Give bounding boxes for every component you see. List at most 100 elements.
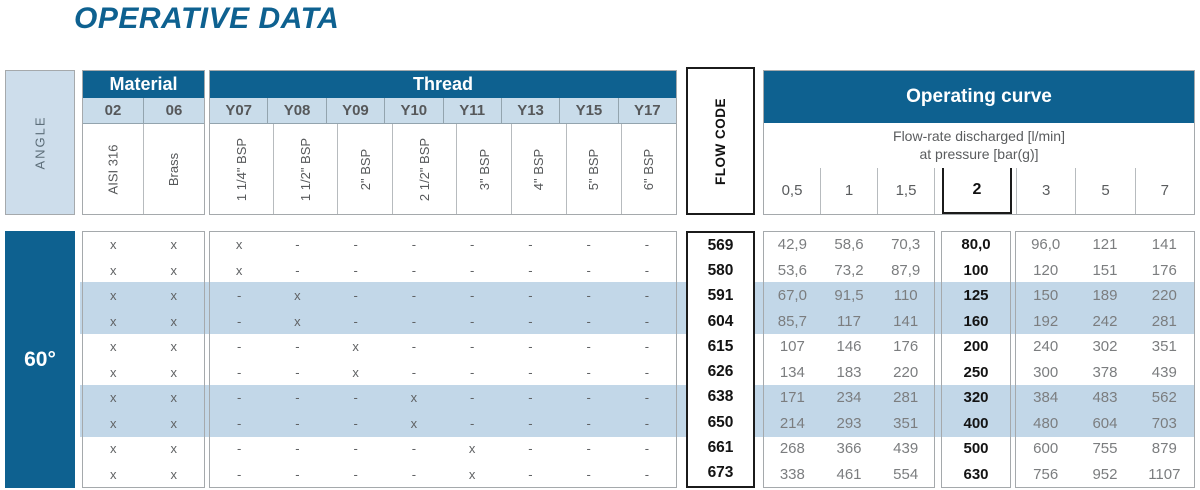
thread-mark: - [236, 415, 242, 431]
angle-value-block: 60° [5, 231, 75, 488]
material-mark: x [110, 364, 117, 380]
flow-value-cell: 755 [1092, 440, 1118, 458]
flow-code-cell: 591 [707, 287, 734, 305]
material-code-06: 06 [143, 98, 204, 123]
flow-value-cell: 91,5 [834, 287, 864, 305]
row-stripe [80, 308, 1195, 334]
material-mark: x [110, 390, 117, 406]
flow-code-cell: 638 [707, 388, 734, 406]
thread-mark: - [528, 390, 533, 406]
subtitle-line1: Flow-rate discharged [l/min] [893, 127, 1065, 144]
flow-values-high-box: 96,0 121 141 120 151 176 150 189 220 192 242 281 240… [1015, 231, 1195, 488]
pressure-3: 3 [1041, 182, 1051, 200]
thread-mark: x [352, 339, 359, 355]
thread-mark: - [586, 262, 591, 278]
thread-mark: - [586, 339, 591, 355]
row-stripe [80, 282, 1195, 309]
flow-value-2bar-cell: 80,0 [961, 236, 991, 254]
flow-value-cell: 141 [893, 312, 919, 330]
thread-name-Y17: 6" BSP [621, 124, 676, 214]
flow-value-cell: 183 [836, 363, 862, 381]
thread-mark: - [469, 288, 475, 304]
thread-mark: - [528, 441, 533, 457]
angle-header-box: ANGLE [5, 70, 75, 215]
angle-header-label: ANGLE [32, 115, 48, 170]
thread-code-Y13: Y13 [500, 98, 560, 123]
material-mark: x [170, 313, 178, 329]
flow-value-cell: 439 [1151, 363, 1177, 381]
thread-mark: - [236, 288, 242, 304]
pressure-7: 7 [1134, 167, 1194, 214]
flow-code-cell: 661 [707, 439, 734, 457]
flow-value-cell: 42,9 [777, 236, 807, 254]
flow-code-cell: 569 [707, 236, 734, 254]
thread-mark: - [295, 390, 300, 406]
thread-mark: - [353, 466, 358, 482]
thread-row: x------- [210, 232, 676, 258]
flow-values-low-row: 42,9 58,6 70,3 [764, 232, 934, 258]
thread-mark: x [410, 415, 418, 431]
flow-values-low-row: 85,7 117 141 [764, 309, 934, 335]
thread-name-Y10: 2 1/2" BSP [392, 124, 457, 214]
thread-mark: - [586, 466, 591, 482]
thread-mark: - [469, 237, 475, 253]
material-mark: x [170, 237, 178, 253]
thread-mark: - [411, 288, 417, 304]
thread-mark: - [644, 313, 650, 329]
flow-value-cell: 234 [836, 389, 862, 407]
flow-values-high-row: 96,0 121 141 [1016, 232, 1194, 258]
thread-mark: - [353, 262, 358, 278]
material-mark: x [170, 339, 178, 355]
thread-mark: - [236, 466, 242, 482]
material-mark: x [110, 466, 117, 482]
thread-mark: - [295, 466, 300, 482]
flow-value-cell: 220 [1151, 287, 1177, 305]
material-mark: x [110, 441, 117, 457]
thread-mark: - [411, 313, 417, 329]
thread-mark: - [528, 313, 533, 329]
flow-code-cell: 650 [707, 413, 734, 431]
flow-value-cell: 220 [893, 363, 919, 381]
flow-code-cell: 673 [707, 464, 734, 482]
flow-values-low-box: 42,9 58,6 70,3 53,6 73,2 87,9 67,0 91,5 110 85,7 1… [763, 231, 935, 488]
flow-values-high-row: 192 242 281 [1016, 309, 1194, 335]
thread-name-label: 3" BSP [476, 148, 492, 190]
material-mark: x [170, 364, 178, 380]
thread-mark: - [469, 415, 475, 431]
flow-value-cell: 483 [1092, 389, 1118, 407]
thread-mark: - [586, 415, 591, 431]
thread-mark: - [411, 262, 417, 278]
thread-row: -x------ [210, 283, 676, 309]
flow-value-cell: 439 [893, 440, 919, 458]
material-mark: x [170, 466, 178, 482]
flow-value-cell: 120 [1033, 261, 1059, 279]
thread-mark: x [468, 441, 476, 457]
flow-values-high-row: 240 302 351 [1016, 334, 1194, 360]
thread-mark: - [586, 441, 591, 457]
flow-values-low-row: 268 366 439 [764, 436, 934, 462]
flow-value-cell: 384 [1033, 389, 1059, 407]
flow-values-low-row: 134 183 220 [764, 360, 934, 386]
thread-mark: - [353, 288, 358, 304]
thread-mark: - [586, 288, 591, 304]
material-mark: x [110, 237, 117, 253]
flow-values-high-row: 756 952 1107 [1016, 462, 1194, 488]
thread-row: --x----- [210, 334, 676, 360]
thread-mark: - [586, 364, 591, 380]
thread-name-Y13: 4" BSP [511, 124, 567, 214]
thread-mark: - [236, 339, 242, 355]
flow-value-cell: 214 [779, 414, 805, 432]
flow-values-low-row: 67,0 91,5 110 [764, 283, 934, 309]
operating-curve-header-box: Operating curve Flow-rate discharged [l/… [763, 70, 1195, 215]
thread-name-label: 1 1/4" BSP [234, 137, 250, 201]
thread-mark: - [644, 288, 650, 304]
flow-value-cell: 562 [1151, 389, 1177, 407]
thread-mark: - [236, 364, 242, 380]
material-mark: x [110, 339, 117, 355]
pressure-row: 0,5 1 1,5 2 3 5 7 [764, 167, 1194, 214]
